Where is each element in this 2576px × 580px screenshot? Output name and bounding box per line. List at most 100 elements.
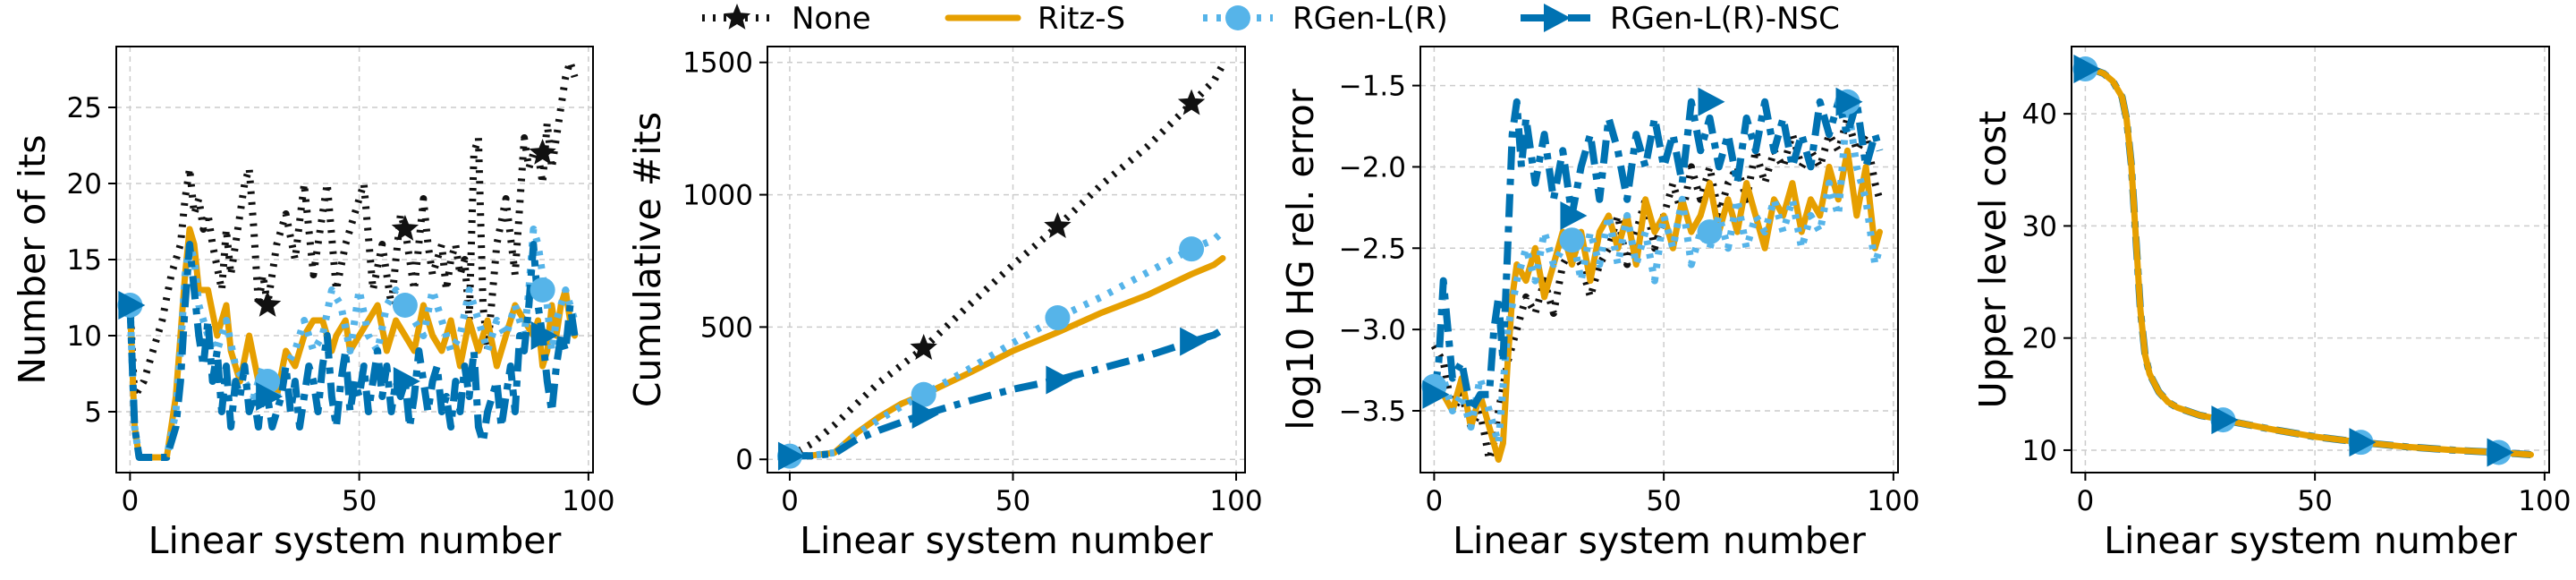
legend: None Ritz-S RGen-L(R) RGen-L(R)-NSC <box>702 1 1840 37</box>
marker-rgen-l-r-nsc <box>1835 87 1863 116</box>
x-tick-label: 50 <box>1646 485 1681 517</box>
x-tick-label: 0 <box>2077 485 2095 517</box>
panel-1: 0 50 100 5 10 15 20 25 Linear system number Numbe… <box>11 46 614 562</box>
legend-label: RGen-L(R) <box>1292 1 1448 37</box>
marker-rgen-l-r- <box>911 381 936 407</box>
gridlines <box>2072 47 2549 473</box>
y-tick-label: −2.0 <box>1339 151 1406 183</box>
y-axis-label: Upper level cost <box>1971 111 2014 409</box>
series-line-none <box>788 63 1226 460</box>
marker-rgen-l-r- <box>530 277 555 303</box>
legend-label: Ritz-S <box>1038 1 1125 37</box>
x-axis-label: Linear system number <box>800 519 1213 562</box>
y-axis-label: Cumulative #its <box>626 112 669 407</box>
x-tick-label: 50 <box>996 485 1030 517</box>
series-line-rgen-l-r-nsc <box>126 241 579 461</box>
marker-rgen-l-r-nsc <box>1560 200 1588 230</box>
legend-item-1: Ritz-S <box>945 1 1125 37</box>
marker-rgen-l-r-nsc <box>2211 405 2239 435</box>
marker-rgen-l-r-nsc <box>530 321 558 350</box>
marker-rgen-l-r- <box>1559 227 1585 253</box>
gridlines <box>767 47 1245 473</box>
x-tick-label: 0 <box>122 485 140 517</box>
marker-rgen-l-r- <box>1697 219 1723 245</box>
x-tick-label: 0 <box>1426 485 1444 517</box>
axes-frame <box>2071 46 2550 473</box>
y-tick-label: −3.5 <box>1339 396 1406 428</box>
axes-frame <box>1419 46 1899 473</box>
x-axis-label: Linear system number <box>148 519 562 562</box>
panel-4: 0 50 100 10 20 30 40 Linear system number Upper … <box>1971 46 2571 562</box>
legend-marker <box>723 4 751 30</box>
marker-rgen-l-r- <box>1045 305 1071 331</box>
marker-rgen-l-r-nsc <box>1180 327 1208 356</box>
marker-rgen-l-r-nsc <box>2487 438 2514 467</box>
marker-rgen-l-r-nsc <box>777 441 805 471</box>
y-tick-label: 20 <box>67 168 102 200</box>
y-axis-label: log10 HG rel. error <box>1279 89 1322 430</box>
series-line-rgen-l-r- <box>789 229 1225 460</box>
series-line-ritz-s <box>786 255 1226 460</box>
axes-frame <box>767 46 1246 473</box>
marker-rgen-l-r-nsc <box>256 382 284 411</box>
y-tick-label: 15 <box>67 244 102 277</box>
marker-rgen-l-r-nsc <box>1422 380 1450 409</box>
panel-3: 0 50 100 −3.5 −3.0 −2.5 −2.0 −1.5 Linear system … <box>1279 46 1919 562</box>
y-tick-label: −1.5 <box>1339 71 1406 103</box>
marker-none <box>910 334 937 360</box>
marker-none <box>391 215 419 241</box>
marker-rgen-l-r-nsc <box>1046 365 1073 395</box>
marker-none <box>253 291 282 317</box>
y-tick-label: 40 <box>2022 98 2057 131</box>
y-tick-label: −3.0 <box>1339 314 1406 346</box>
x-axis-label: Linear system number <box>2104 519 2517 562</box>
marker-none <box>1044 212 1072 238</box>
legend-item-3: RGen-L(R)-NSC <box>1521 1 1840 37</box>
marker-rgen-l-r- <box>392 293 418 318</box>
x-tick-label: 100 <box>2518 485 2571 517</box>
y-tick-label: 0 <box>735 444 753 476</box>
y-tick-label: 5 <box>84 397 102 429</box>
x-tick-label: 50 <box>2297 485 2332 517</box>
marker-rgen-l-r- <box>1179 236 1205 262</box>
series-line-rgen-l-r-nsc <box>1430 98 1884 414</box>
marker-rgen-l-r-nsc <box>1698 87 1725 116</box>
series-line-rgen-l-r-nsc <box>789 326 1225 460</box>
y-tick-label: 1500 <box>682 47 753 80</box>
marker-none <box>529 139 556 165</box>
legend-marker <box>1544 4 1571 32</box>
y-tick-label: 25 <box>67 92 102 124</box>
y-tick-label: 500 <box>700 311 753 344</box>
x-tick-label: 50 <box>342 485 377 517</box>
marker-none <box>1177 89 1206 115</box>
legend-item-0: None <box>702 1 871 37</box>
legend-marker <box>1225 5 1250 30</box>
x-axis-label: Linear system number <box>1453 519 1866 562</box>
legend-label: RGen-L(R)-NSC <box>1610 1 1840 37</box>
marker-rgen-l-r-nsc <box>2349 428 2377 457</box>
x-tick-label: 100 <box>562 485 614 517</box>
y-tick-label: 1000 <box>682 180 753 212</box>
plot-area <box>1430 98 1884 464</box>
y-tick-label: 30 <box>2022 210 2057 243</box>
x-tick-label: 100 <box>1209 485 1262 517</box>
y-tick-label: 10 <box>2022 435 2057 467</box>
marker-rgen-l-r-nsc <box>393 367 420 396</box>
y-tick-label: 10 <box>67 320 102 353</box>
legend-label: None <box>792 1 871 37</box>
marker-rgen-l-r-nsc <box>2073 55 2101 84</box>
series-line-ritz-s <box>2081 65 2534 458</box>
plot-area <box>786 63 1226 460</box>
y-tick-label: 20 <box>2022 323 2057 355</box>
series-line-ritz-s <box>1430 147 1883 463</box>
plot-area <box>2081 65 2534 458</box>
marker-rgen-l-r-nsc <box>911 399 939 429</box>
marker-rgen-l-r-nsc <box>118 291 146 320</box>
plot-area <box>126 58 579 461</box>
y-axis-label: Number of its <box>11 134 54 384</box>
x-tick-label: 100 <box>1867 485 1919 517</box>
series-line-rgen-l-r-nsc <box>2084 65 2531 458</box>
